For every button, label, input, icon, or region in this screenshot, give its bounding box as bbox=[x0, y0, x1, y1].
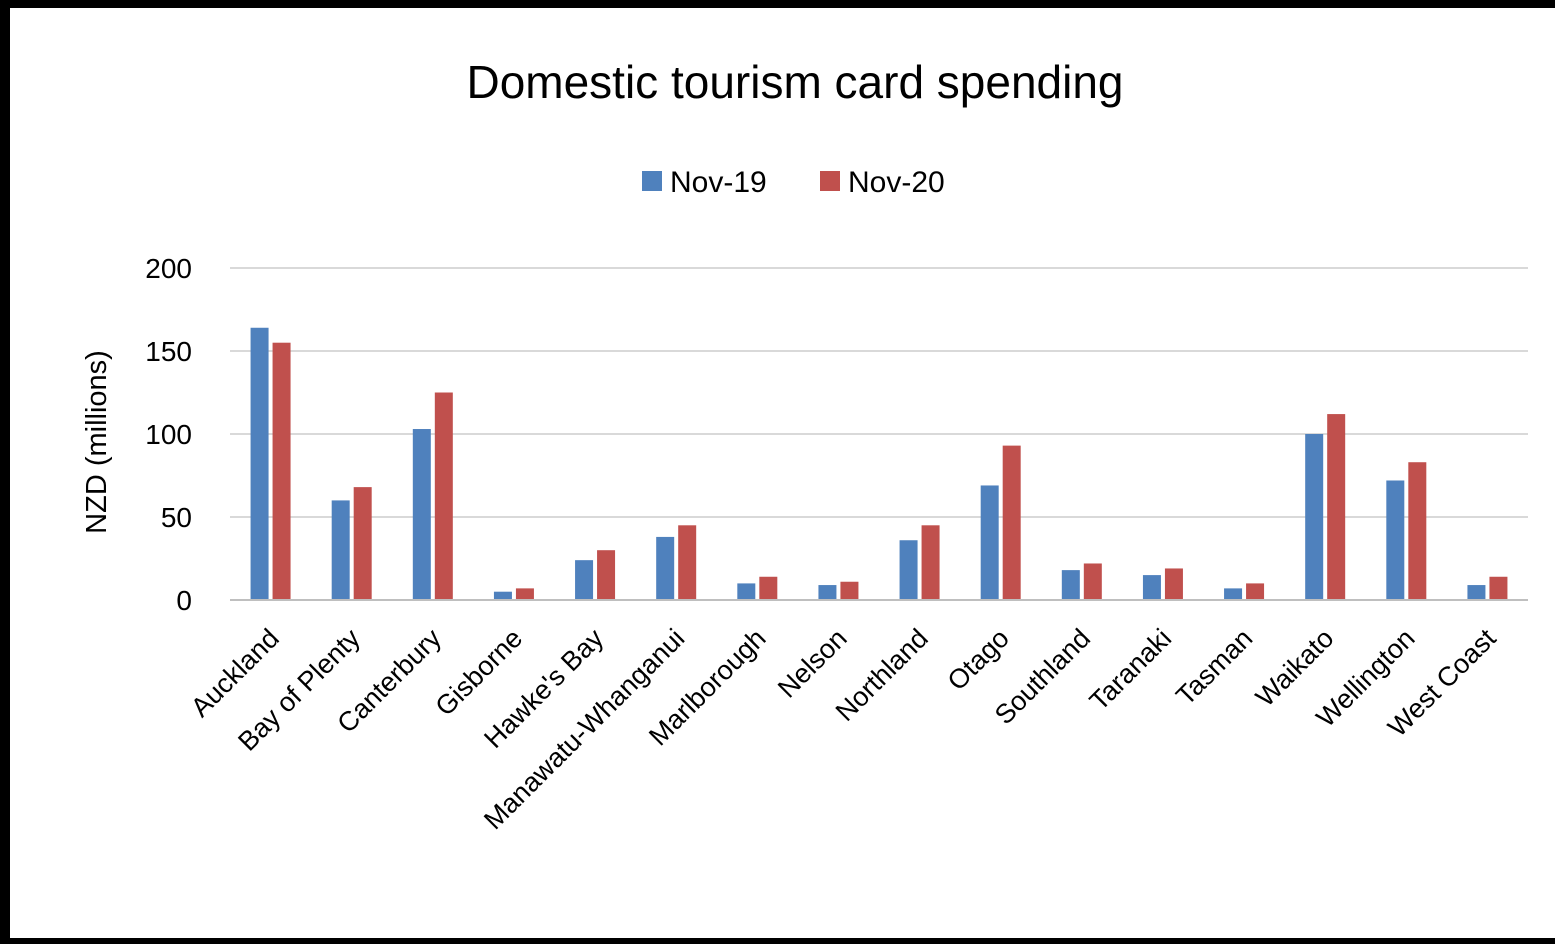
bar-manawatu-whanganui-nov-20 bbox=[678, 525, 697, 600]
bar-marlborough-nov-20 bbox=[759, 576, 778, 600]
bar-nelson-nov-20 bbox=[840, 581, 859, 600]
bar-gisborne-nov-20 bbox=[515, 588, 534, 600]
bar-northland-nov-19 bbox=[899, 540, 918, 600]
legend-swatch-nov-20 bbox=[820, 171, 840, 191]
bar-manawatu-whanganui-nov-19 bbox=[656, 536, 675, 600]
bar-canterbury-nov-19 bbox=[412, 429, 431, 600]
bar-hawke-s-bay-nov-20 bbox=[597, 550, 616, 600]
bar-auckland-nov-20 bbox=[272, 342, 291, 600]
legend-swatch-nov-19 bbox=[642, 171, 662, 191]
bar-bay-of-plenty-nov-19 bbox=[331, 500, 350, 600]
y-axis-title: NZD (millions) bbox=[81, 350, 113, 534]
x-tick-label-otago: Otago bbox=[942, 623, 1015, 696]
x-tick-label-nelson: Nelson bbox=[772, 623, 853, 704]
y-tick-label-200: 200 bbox=[145, 253, 192, 284]
bar-southland-nov-19 bbox=[1061, 570, 1080, 600]
bar-otago-nov-19 bbox=[980, 485, 999, 600]
y-tick-label-50: 50 bbox=[161, 502, 192, 533]
bar-bay-of-plenty-nov-20 bbox=[353, 487, 372, 600]
y-tick-label-100: 100 bbox=[145, 419, 192, 450]
y-tick-label-0: 0 bbox=[176, 585, 192, 616]
bar-tasman-nov-20 bbox=[1246, 583, 1265, 600]
bar-west-coast-nov-19 bbox=[1467, 585, 1486, 600]
x-tick-label-taranaki: Taranaki bbox=[1084, 623, 1177, 716]
bar-canterbury-nov-20 bbox=[434, 392, 453, 600]
bar-southland-nov-20 bbox=[1083, 563, 1102, 600]
bar-chart: Domestic tourism card spending Nov-19 No… bbox=[81, 56, 1528, 836]
bar-tasman-nov-19 bbox=[1224, 588, 1243, 600]
legend: Nov-19 Nov-20 bbox=[642, 166, 945, 199]
chart-title: Domestic tourism card spending bbox=[466, 56, 1123, 108]
bar-otago-nov-20 bbox=[1002, 445, 1021, 600]
bar-taranaki-nov-19 bbox=[1142, 575, 1161, 600]
bar-northland-nov-20 bbox=[921, 525, 940, 600]
y-tick-label-150: 150 bbox=[145, 336, 192, 367]
legend-label-nov-19: Nov-19 bbox=[670, 166, 767, 199]
chart-frame: Domestic tourism card spending Nov-19 No… bbox=[10, 8, 1555, 938]
bars bbox=[250, 327, 1508, 600]
bar-gisborne-nov-19 bbox=[493, 591, 512, 600]
bar-marlborough-nov-19 bbox=[737, 583, 756, 600]
bar-waikato-nov-19 bbox=[1305, 434, 1324, 600]
legend-item-nov-20: Nov-20 bbox=[820, 166, 945, 199]
bar-auckland-nov-19 bbox=[250, 327, 269, 600]
y-axis-ticks: 0 50 100 150 200 bbox=[145, 253, 192, 616]
bar-hawke-s-bay-nov-19 bbox=[575, 560, 594, 600]
bar-wellington-nov-19 bbox=[1386, 480, 1405, 600]
legend-item-nov-19: Nov-19 bbox=[642, 166, 767, 199]
bar-taranaki-nov-20 bbox=[1164, 568, 1183, 600]
bar-nelson-nov-19 bbox=[818, 585, 837, 600]
legend-label-nov-20: Nov-20 bbox=[848, 166, 945, 199]
bar-waikato-nov-20 bbox=[1327, 414, 1346, 600]
x-tick-label-tasman: Tasman bbox=[1170, 623, 1258, 711]
bar-west-coast-nov-20 bbox=[1489, 576, 1508, 600]
bar-wellington-nov-20 bbox=[1408, 462, 1427, 600]
